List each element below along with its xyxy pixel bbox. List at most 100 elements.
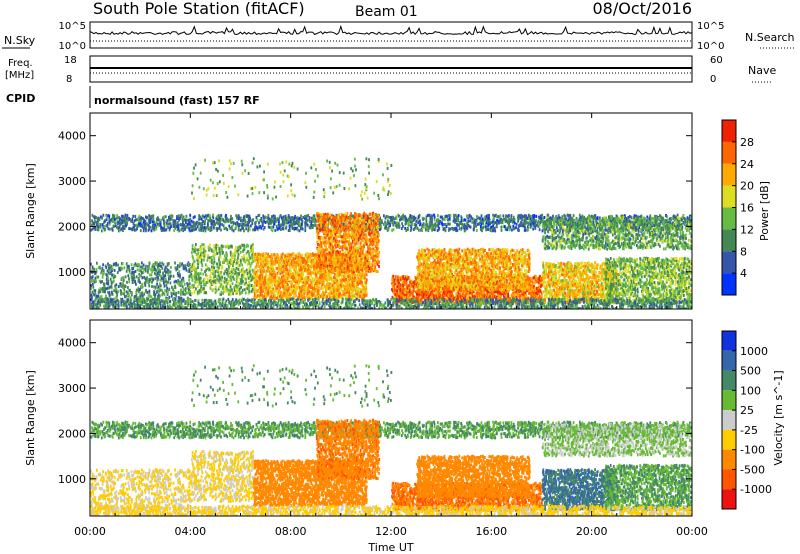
power-cell [408,220,410,224]
power-cell [438,226,441,230]
power-cell [282,215,285,219]
power-cell [425,215,428,219]
power-cell [283,218,286,222]
power-cell [350,226,353,230]
power-cell [532,214,534,218]
power-cell [152,297,154,301]
power-cell [179,273,181,277]
power-cell [231,252,234,256]
power-cell [165,265,167,269]
power-cell [141,225,144,229]
power-cell [282,223,285,226]
power-cell [134,269,137,273]
power-cell [676,228,679,232]
power-cell [432,225,435,229]
power-cell [277,227,280,231]
power-cell [294,227,297,230]
power-cell [526,221,529,225]
power-cell [405,221,408,225]
power-cell [199,227,202,230]
power-cell [163,284,166,288]
power-cell [161,278,163,282]
power-cell [180,282,183,285]
power-cell [182,223,184,227]
power-cell [219,222,221,226]
power-cell [184,227,186,231]
power-cell [133,228,136,232]
power-cell [431,214,433,218]
power-cell [107,227,110,231]
power-cell [270,221,273,225]
power-cell [288,229,291,232]
power-cell [307,252,310,256]
power-cell [248,214,251,218]
power-cell [252,247,255,251]
power-cell [167,222,170,226]
power-cell [170,291,173,295]
power-cell [263,219,265,223]
power-cell [169,281,172,285]
power-cell [300,227,302,231]
power-scatter [90,157,692,309]
power-cell [598,222,600,226]
power-cell [120,290,122,294]
power-cell [128,277,130,281]
power-cell [198,222,201,226]
power-cell [215,280,218,284]
power-cell [157,218,160,222]
power-cell [177,224,180,227]
power-cell [108,269,111,273]
power-cell [153,265,156,269]
power-cell [314,223,317,227]
power-cell [131,266,133,270]
power-cell [474,224,476,227]
power-cell [521,224,524,228]
power-cell [282,227,285,231]
power-cell [247,224,250,228]
power-cell [175,224,177,228]
freq-tick-bottom: 8 [66,74,72,85]
power-cell [102,263,104,267]
power-cell [167,273,170,277]
power-cell [94,289,97,293]
power-cell [231,228,233,232]
power-cell [307,213,310,217]
power-cell [123,221,126,225]
power-cell [247,244,249,248]
power-cell [124,285,127,288]
power-cell [91,223,93,227]
power-cell [196,284,199,288]
power-cell [163,274,166,278]
power-cell [103,287,106,291]
power-cell [310,220,313,224]
power-cell [437,214,439,217]
power-cell [90,293,93,297]
power-cell [330,219,333,223]
power-cell [247,227,250,231]
power-cell [196,290,199,294]
power-cell [100,269,103,273]
power-cell [102,269,105,273]
power-cell [132,221,135,225]
power-cell [494,214,496,218]
power-cell [201,223,204,227]
power-cell [154,295,156,298]
power-cell [191,244,194,248]
power-cell [217,222,220,226]
power-cell [163,224,166,228]
power-cell [270,218,273,222]
power-cell [160,229,163,232]
figure-title: South Pole Station (fitACF) [93,0,305,18]
power-cell [130,275,133,279]
power-cell [489,222,492,225]
power-cell [182,264,185,268]
power-cell [152,278,155,282]
power-cell [527,221,530,225]
power-cell [177,216,180,220]
power-cell [230,258,233,262]
power-cell [126,221,128,225]
power-cell [523,214,526,218]
power-cell [660,215,663,219]
power-cell [488,218,491,222]
power-cell [210,256,213,259]
